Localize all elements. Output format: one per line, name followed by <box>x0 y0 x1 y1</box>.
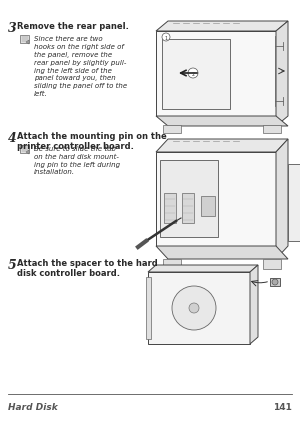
FancyBboxPatch shape <box>162 40 230 110</box>
FancyBboxPatch shape <box>20 36 29 44</box>
FancyBboxPatch shape <box>288 164 300 242</box>
Polygon shape <box>276 140 288 259</box>
Circle shape <box>172 286 216 330</box>
FancyBboxPatch shape <box>201 196 215 216</box>
Text: Attach the spacer to the hard
disk controller board.: Attach the spacer to the hard disk contr… <box>17 259 158 278</box>
Text: Be sure to slide the tab
on the hard disk mount-
ing pin to the left during
inst: Be sure to slide the tab on the hard dis… <box>34 146 120 175</box>
Text: 5: 5 <box>8 259 17 271</box>
Text: 4: 4 <box>8 132 17 145</box>
Circle shape <box>189 303 199 313</box>
Text: Since there are two
hooks on the right side of
the panel, remove the
rear panel : Since there are two hooks on the right s… <box>34 36 127 97</box>
Polygon shape <box>26 41 29 45</box>
Text: 3: 3 <box>8 22 17 35</box>
Circle shape <box>162 34 170 42</box>
FancyBboxPatch shape <box>263 259 281 269</box>
FancyBboxPatch shape <box>20 146 29 154</box>
Polygon shape <box>26 151 29 155</box>
FancyBboxPatch shape <box>160 161 218 237</box>
Polygon shape <box>156 117 288 127</box>
Circle shape <box>188 69 198 79</box>
FancyBboxPatch shape <box>163 126 181 134</box>
FancyBboxPatch shape <box>164 193 176 224</box>
FancyBboxPatch shape <box>146 277 151 339</box>
Polygon shape <box>148 265 258 272</box>
Polygon shape <box>250 265 258 344</box>
Text: 141: 141 <box>273 402 292 411</box>
FancyBboxPatch shape <box>270 278 280 286</box>
Polygon shape <box>276 22 288 127</box>
Polygon shape <box>156 246 288 259</box>
FancyBboxPatch shape <box>263 126 281 134</box>
Polygon shape <box>156 22 288 32</box>
FancyBboxPatch shape <box>163 259 181 269</box>
Text: 1: 1 <box>164 35 168 40</box>
FancyBboxPatch shape <box>156 153 276 246</box>
Text: Hard Disk: Hard Disk <box>8 402 58 411</box>
FancyBboxPatch shape <box>148 272 250 344</box>
Text: Attach the mounting pin on the
printer controller board.: Attach the mounting pin on the printer c… <box>17 132 167 151</box>
FancyBboxPatch shape <box>156 32 276 117</box>
Text: Remove the rear panel.: Remove the rear panel. <box>17 22 129 31</box>
Circle shape <box>272 279 278 285</box>
Polygon shape <box>156 140 288 153</box>
Text: 2: 2 <box>191 71 195 76</box>
FancyBboxPatch shape <box>182 193 194 224</box>
